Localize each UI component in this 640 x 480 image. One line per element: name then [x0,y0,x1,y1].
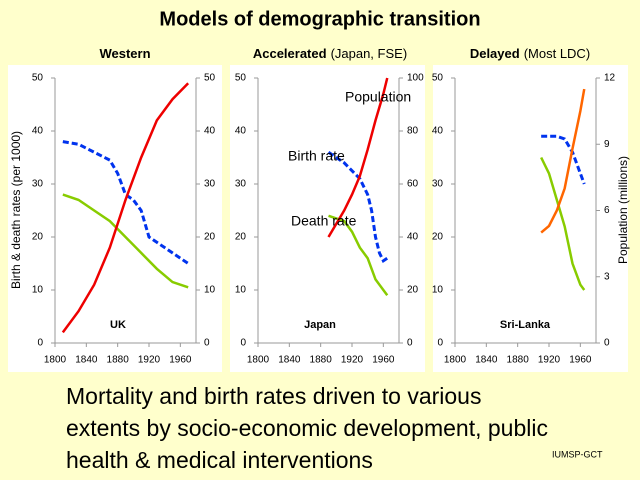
series-line [62,193,189,289]
caption-line: Mortality and birth rates driven to vari… [66,383,481,409]
x-tick-label: 1840 [278,355,301,366]
y-tick-label: 0 [240,338,246,349]
series-line [62,140,190,265]
y2-tick-label: 40 [204,126,216,137]
panel [230,65,425,372]
y-tick-label: 50 [235,73,247,84]
title-sub: (Japan, FSE) [331,46,408,61]
annotation: Birth rate [288,148,345,164]
panel-title: Accelerated (Japan, FSE) [253,46,407,61]
x-tick-label: 1960 [372,355,395,366]
y-tick-label: 30 [235,179,247,190]
y-axis-label: Birth & death rates (per 1000) [9,131,23,289]
y-tick-label: 30 [32,179,44,190]
x-tick-label: 1920 [138,355,161,366]
title-main: Western [99,46,150,61]
y-tick-label: 40 [32,126,44,137]
y2-tick-label: 6 [604,205,610,216]
title-main: Delayed [470,46,520,61]
panel-title: Western [99,46,150,61]
x-tick-label: 1880 [107,355,130,366]
x-tick-label: 1880 [310,355,333,366]
series-line [328,214,389,297]
x-tick-label: 1800 [444,355,467,366]
y-tick-label: 30 [432,179,444,190]
x-tick-label: 1800 [44,355,67,366]
y2-axis-label: Population (millions) [616,156,630,264]
title-sub: (Most LDC) [524,46,590,61]
series-line [540,88,586,234]
y2-tick-label: 20 [204,232,216,243]
y-tick-label: 50 [32,73,44,84]
y2-tick-label: 10 [204,285,216,296]
series-line [541,134,586,185]
y2-tick-label: 0 [604,338,610,349]
chart-label: Sri-Lanka [500,319,551,331]
y2-tick-label: 9 [604,139,610,150]
series-line [327,150,389,264]
y-tick-label: 10 [235,285,247,296]
annotation: Population [345,89,411,105]
y2-tick-label: 12 [604,73,616,84]
y-tick-label: 10 [432,285,444,296]
y2-tick-label: 80 [407,126,419,137]
y2-tick-label: 100 [407,73,424,84]
panel-title: Delayed (Most LDC) [470,46,590,61]
caption-line: extents by socio-economic development, p… [66,415,548,441]
y-tick-label: 50 [432,73,444,84]
x-tick-label: 1880 [507,355,530,366]
title-main: Accelerated [253,46,327,61]
x-tick-label: 1840 [475,355,498,366]
slide-title: Models of demographic transition [159,8,480,30]
y2-tick-label: 0 [407,338,413,349]
x-tick-label: 1960 [169,355,192,366]
panel [8,65,222,372]
series-line [327,77,389,238]
series-line [61,82,190,334]
y-tick-label: 20 [235,232,247,243]
y2-tick-label: 20 [407,285,419,296]
chart-label: UK [110,319,126,331]
y-tick-label: 0 [37,338,43,349]
y-tick-label: 10 [32,285,44,296]
y2-tick-label: 50 [204,73,216,84]
y2-tick-label: 40 [407,232,419,243]
y2-tick-label: 30 [204,179,216,190]
x-tick-label: 1920 [538,355,561,366]
y-tick-label: 0 [437,338,443,349]
caption-line: health & medical interventions [66,447,373,473]
x-tick-label: 1840 [75,355,98,366]
chart-label: Japan [304,319,336,331]
y-tick-label: 20 [432,232,444,243]
series-line [540,156,586,291]
footer: IUMSP-GCT [552,449,603,459]
y-tick-label: 40 [235,126,247,137]
x-tick-label: 1800 [247,355,270,366]
y2-tick-label: 3 [604,271,610,282]
y-tick-label: 40 [432,126,444,137]
annotation: Death rate [291,213,357,229]
y2-tick-label: 0 [204,338,210,349]
y-tick-label: 20 [32,232,44,243]
x-tick-label: 1920 [341,355,364,366]
x-tick-label: 1960 [569,355,592,366]
y2-tick-label: 60 [407,179,419,190]
